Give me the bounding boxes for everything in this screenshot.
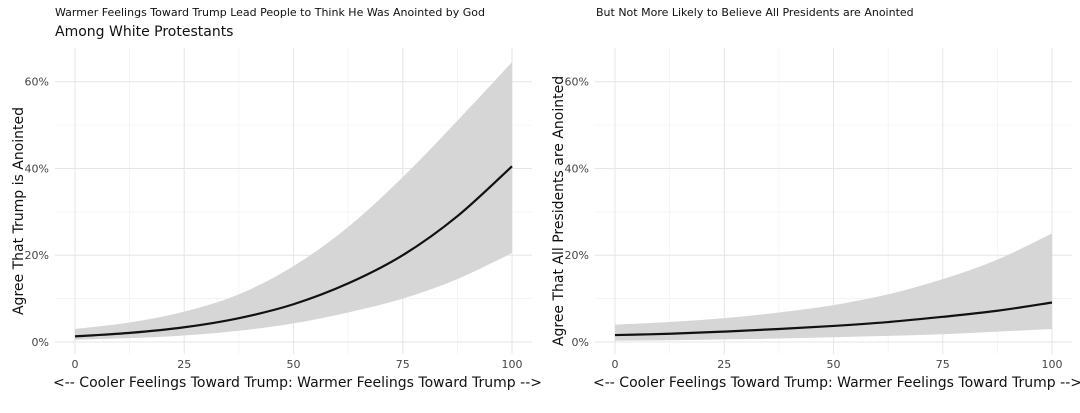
right-y-tick-label: 60% bbox=[565, 76, 589, 89]
left-panel: 0% 20% 40% 60% 0 25 50 75 100 <-- Cooler… bbox=[11, 48, 542, 391]
left-x-axis-title: <-- Cooler Feelings Toward Trump: Warmer… bbox=[53, 375, 542, 391]
left-x-tick-label: 100 bbox=[502, 358, 523, 371]
right-x-tick-label: 50 bbox=[827, 358, 841, 371]
left-confidence-band bbox=[75, 62, 512, 340]
right-x-tick-label: 75 bbox=[936, 358, 950, 371]
left-y-tick-label: 20% bbox=[25, 249, 49, 262]
left-y-tick-label: 40% bbox=[25, 162, 49, 175]
right-x-tick-label: 100 bbox=[1042, 358, 1063, 371]
left-x-tick-label: 75 bbox=[396, 358, 410, 371]
right-x-tick-label: 25 bbox=[717, 358, 731, 371]
right-chart-title: But Not More Likely to Believe All Presi… bbox=[596, 6, 914, 19]
right-y-tick-label: 20% bbox=[565, 249, 589, 262]
right-x-axis-title: <-- Cooler Feelings Toward Trump: Warmer… bbox=[593, 375, 1080, 391]
right-y-tick-label: 0% bbox=[572, 336, 589, 349]
right-x-tick-label: 0 bbox=[612, 358, 619, 371]
left-chart-subtitle: Among White Protestants bbox=[55, 24, 233, 40]
left-x-tick-label: 25 bbox=[177, 358, 191, 371]
right-confidence-band bbox=[615, 233, 1052, 341]
right-y-tick-label: 40% bbox=[565, 162, 589, 175]
right-major-grid bbox=[595, 48, 1072, 354]
left-chart-title: Warmer Feelings Toward Trump Lead People… bbox=[55, 6, 485, 19]
right-estimate-line bbox=[614, 301, 1053, 337]
left-y-axis-title: Agree That Trump is Anointed bbox=[11, 107, 27, 315]
right-y-axis-title: Agree That All Presidents are Anointed bbox=[551, 76, 567, 346]
left-y-tick-label: 0% bbox=[32, 336, 49, 349]
left-x-tick-label: 50 bbox=[287, 358, 301, 371]
left-y-tick-label: 60% bbox=[25, 76, 49, 89]
left-estimate-line bbox=[74, 165, 513, 338]
right-panel: 0% 20% 40% 60% 0 25 50 75 100 <-- Cooler… bbox=[551, 48, 1080, 391]
left-x-tick-label: 0 bbox=[72, 358, 79, 371]
